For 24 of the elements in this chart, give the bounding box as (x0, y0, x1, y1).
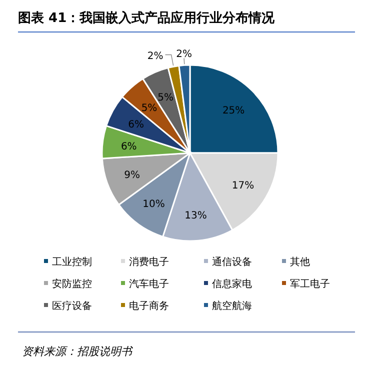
data-label: 2% (176, 49, 192, 60)
legend-label: 汽车电子 (129, 278, 169, 290)
legend-label: 工业控制 (52, 256, 92, 268)
data-label: 2% (147, 50, 164, 62)
data-label: 5% (158, 92, 174, 104)
data-label: 6% (128, 119, 144, 130)
legend-label: 通信设备 (212, 256, 252, 268)
legend-label: 其他 (290, 256, 310, 268)
data-label: 13% (184, 210, 207, 222)
data-label: 6% (120, 141, 137, 152)
data-label: 25% (222, 105, 245, 116)
legend-label: 信息家电 (212, 278, 252, 290)
legend-label: 消费电子 (129, 256, 169, 268)
legend-label: 航空航海 (212, 300, 252, 312)
text: 资料来源：招股说明书 (22, 345, 134, 358)
data-label: 10% (142, 198, 165, 210)
data-label: 5% (141, 102, 158, 114)
data-label: 9% (124, 170, 140, 181)
legend-label: 安防监控 (52, 278, 92, 290)
legend-label: 医疗设备 (52, 300, 92, 312)
legend-label: 电子商务 (129, 300, 169, 312)
chart-title: 图表 41：我国嵌入式产品应用行业分布情况 (18, 10, 276, 26)
legend-label: 军工电子 (290, 278, 330, 290)
data-label: 17% (232, 180, 254, 192)
